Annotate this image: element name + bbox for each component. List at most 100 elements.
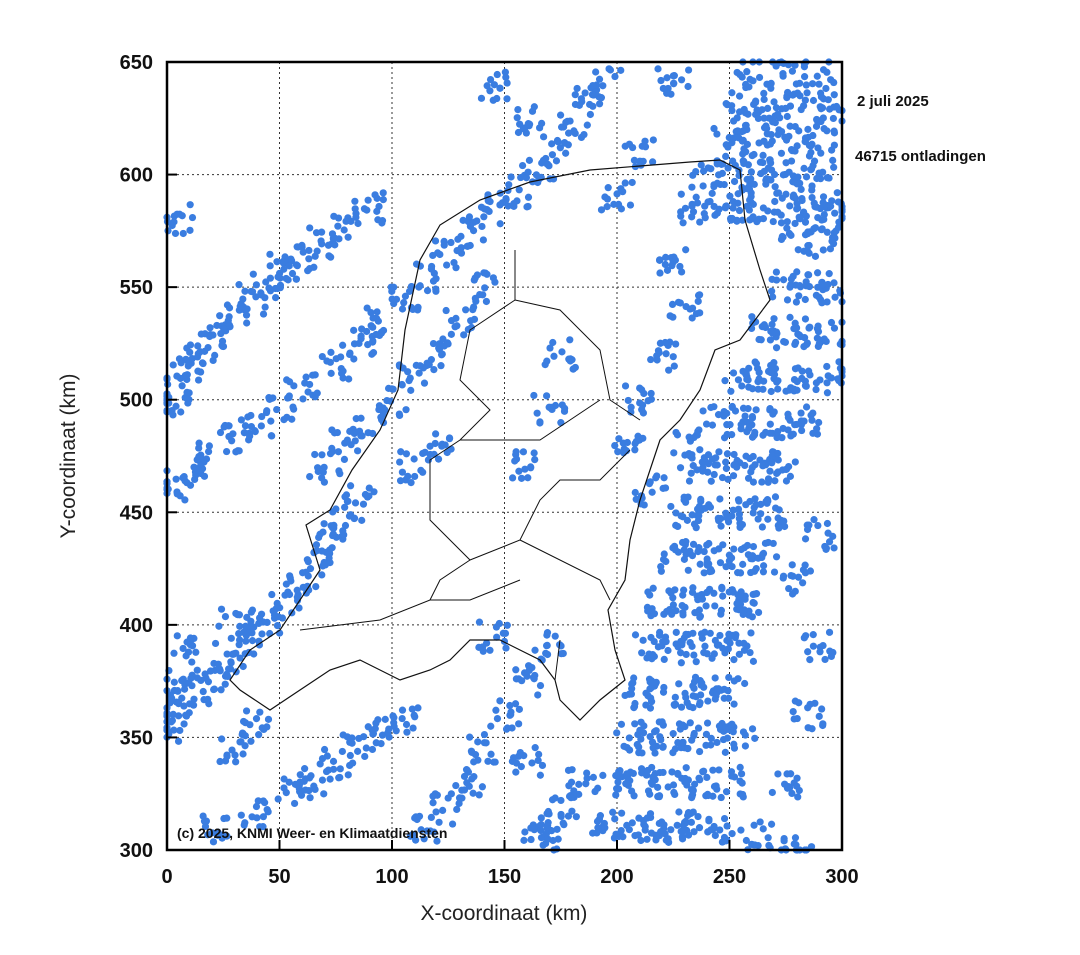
discharge-point [232, 758, 240, 766]
discharge-point [432, 808, 440, 816]
discharge-point [669, 781, 678, 789]
discharge-point [749, 509, 757, 517]
discharge-point [469, 306, 477, 314]
discharge-count-label: 46715 ontladingen [855, 148, 986, 165]
discharge-point [443, 448, 451, 457]
discharge-point [306, 224, 314, 232]
discharge-point [463, 779, 471, 787]
discharge-point [768, 320, 776, 329]
discharge-point [749, 841, 757, 849]
discharge-point [320, 790, 328, 798]
discharge-point [819, 114, 827, 122]
discharge-point [408, 705, 416, 713]
discharge-point [677, 212, 685, 220]
x-tick-label: 50 [268, 866, 290, 888]
discharge-point [469, 226, 478, 235]
discharge-point [734, 199, 742, 207]
discharge-point [259, 310, 268, 318]
y-tick-label: 300 [120, 840, 153, 862]
discharge-point [453, 246, 461, 255]
discharge-point [304, 572, 312, 580]
discharge-point [218, 735, 226, 743]
discharge-point [258, 412, 266, 421]
discharge-point [305, 246, 313, 255]
discharge-point [610, 834, 618, 842]
discharge-point [824, 529, 832, 537]
discharge-point [760, 89, 768, 98]
discharge-point [760, 124, 769, 132]
discharge-point [556, 111, 565, 119]
discharge-point [430, 366, 438, 374]
discharge-point [354, 219, 362, 228]
discharge-point [802, 212, 810, 220]
discharge-point [794, 173, 802, 181]
discharge-point [788, 561, 796, 569]
discharge-point [675, 808, 683, 816]
discharge-point [496, 697, 504, 705]
discharge-point [331, 241, 339, 249]
discharge-point [167, 718, 175, 726]
discharge-point [702, 602, 710, 610]
discharge-point [814, 322, 822, 330]
discharge-point [730, 677, 738, 685]
discharge-point [711, 674, 719, 682]
discharge-point [659, 84, 667, 93]
discharge-point [435, 344, 443, 352]
discharge-point [711, 602, 719, 610]
discharge-point [679, 513, 687, 521]
discharge-point [285, 262, 293, 270]
discharge-point [814, 327, 823, 336]
discharge-point [170, 726, 178, 734]
discharge-point [375, 402, 384, 410]
discharge-point [365, 492, 373, 500]
discharge-point [614, 778, 622, 786]
discharge-point [392, 727, 400, 735]
discharge-point [775, 524, 783, 532]
discharge-point [735, 639, 743, 647]
discharge-point [306, 794, 314, 802]
discharge-point [635, 743, 643, 751]
discharge-point [808, 186, 816, 194]
discharge-point [531, 646, 539, 654]
discharge-point [227, 658, 235, 666]
discharge-point [704, 697, 712, 705]
discharge-point [696, 699, 704, 707]
discharge-point [487, 750, 495, 758]
discharge-point [825, 538, 834, 546]
discharge-point [452, 264, 460, 272]
discharge-point [713, 130, 721, 138]
discharge-point [556, 144, 564, 152]
discharge-point [530, 449, 538, 457]
discharge-point [339, 341, 347, 349]
discharge-point [453, 322, 461, 330]
discharge-point [410, 711, 418, 719]
discharge-point [566, 355, 575, 363]
discharge-point [186, 634, 195, 642]
discharge-point [768, 459, 776, 467]
discharge-point [789, 430, 797, 438]
discharge-point [767, 79, 775, 87]
discharge-point [735, 92, 744, 100]
discharge-point [815, 418, 823, 427]
discharge-point [783, 770, 791, 778]
discharge-point [722, 100, 730, 108]
discharge-point [708, 654, 716, 662]
discharge-point [832, 102, 841, 111]
discharge-point [252, 715, 261, 723]
discharge-point [740, 159, 748, 168]
copyright-label: (c) 2025, KNMI Weer- en Klimaatdiensten [177, 825, 447, 841]
discharge-point [620, 742, 628, 750]
discharge-point [792, 281, 800, 289]
discharge-point [595, 100, 604, 108]
discharge-point [566, 336, 574, 344]
discharge-point [372, 739, 380, 747]
discharge-point [809, 429, 817, 437]
discharge-point [779, 171, 787, 179]
discharge-point [692, 658, 700, 666]
discharge-point [827, 202, 835, 210]
discharge-point [267, 432, 275, 440]
discharge-point [493, 714, 502, 723]
y-axis-label: Y-coordinaat (km) [57, 374, 80, 539]
discharge-point [577, 95, 586, 103]
discharge-point [205, 700, 213, 708]
